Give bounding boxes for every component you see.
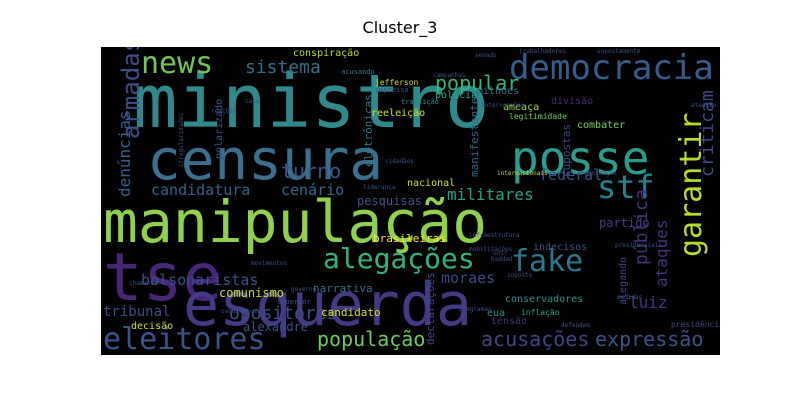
word-sistema: sistema	[245, 57, 321, 78]
word-conspiracao: conspiração	[293, 48, 360, 59]
word-irregularidades: irregularidades	[178, 112, 185, 167]
word-eleitores: eleitores	[103, 322, 266, 355]
word-tensao: tensão	[491, 316, 528, 327]
word-conservadores: conservadores	[505, 294, 584, 305]
word-lideranca: liderança	[363, 184, 396, 191]
word-luiz: luiz	[629, 293, 668, 312]
word-opositores: opositores	[229, 303, 338, 324]
word-campanhas: campanhas	[433, 72, 466, 79]
word-unir: unir	[493, 250, 508, 257]
word-mobilizacoes: mobilizações	[469, 246, 513, 253]
word-democracia: democracia	[509, 48, 714, 88]
word-narrativa: narrativa	[313, 282, 373, 295]
word-inflacao: inflação	[521, 308, 560, 317]
word-cloud: ministro censura manipulação tse esquerd…	[101, 47, 720, 355]
word-pesquisas: pesquisas	[357, 194, 423, 208]
word-turno: turno	[281, 159, 342, 183]
word-esquerda: esquerda	[183, 270, 472, 340]
word-infraestrutura: infraestrutura	[469, 232, 520, 239]
word-transicao: transição	[401, 98, 439, 106]
word-manifestantes: manifestantes	[468, 90, 481, 177]
word-suposto: suposto	[507, 272, 533, 279]
word-haddad: haddad	[491, 256, 513, 263]
word-impressa: impressa	[375, 86, 409, 94]
word-candidatos: candidatos	[221, 308, 258, 315]
word-senado: senado	[475, 52, 497, 59]
word-ataques: ataques	[652, 219, 671, 287]
word-supostamente: supostamente	[597, 48, 641, 55]
word-nacional: nacional	[407, 178, 456, 189]
word-alegacoes: alegações	[323, 242, 475, 275]
word-caso: caso	[245, 98, 260, 105]
word-cidadaos: cidadãos	[385, 158, 414, 165]
word-posse: posse	[511, 131, 650, 185]
word-acusando: acusando	[341, 68, 375, 76]
word-news: news	[141, 47, 214, 81]
word-divisao: divisão	[551, 96, 594, 107]
word-manipulacao: manipulação	[103, 188, 488, 256]
word-alexandre: alexandre	[243, 320, 309, 334]
word-bolsonaristas: bolsonaristas	[141, 271, 259, 289]
figure-title: Cluster_3	[362, 18, 438, 37]
word-populacao: população	[317, 327, 426, 351]
word-policia: polícia	[435, 90, 478, 101]
word-moraes: moraes	[441, 269, 496, 287]
word-superior: superior	[277, 298, 311, 306]
word-acusacoes: acusações	[481, 327, 590, 351]
word-candidatura: candidatura	[151, 181, 251, 199]
word-combater: combater	[577, 120, 626, 131]
word-cenario: cenário	[281, 181, 345, 199]
word-popular: popular	[435, 71, 520, 95]
word-movimentos: movimentos	[251, 260, 288, 267]
word-brasileiras: brasileiras	[373, 232, 446, 245]
word-jefferson: jefferson	[375, 78, 419, 87]
word-federal: federal	[539, 166, 603, 184]
word-censura: censura	[147, 128, 384, 193]
word-milhoes: milhões	[477, 86, 520, 97]
word-chamando: chamando	[129, 280, 158, 287]
word-candidato: candidato	[321, 306, 381, 319]
word-programas: programas	[459, 306, 492, 313]
word-atencao: atenção	[691, 102, 717, 109]
word-intervencoes: intervenções	[481, 102, 525, 109]
word-partido: partido	[599, 216, 650, 230]
word-indecisos: indecisos	[533, 242, 588, 253]
word-denuncias: denúncias	[115, 110, 134, 197]
word-tribunal: tribunal	[103, 304, 171, 320]
word-declaracoes: declarações	[424, 272, 437, 345]
word-decisao: decisão	[131, 321, 174, 332]
word-fake: fake	[511, 244, 584, 279]
word-supostas: supostas	[560, 124, 573, 177]
word-militares: militares	[447, 185, 534, 204]
word-stf: stf	[597, 168, 655, 206]
word-comunismo: comunismo	[219, 286, 285, 300]
word-internacionais: internacionais	[497, 170, 548, 177]
word-presidenciais: presidenciais	[615, 242, 662, 249]
word-eua: eua	[487, 308, 506, 319]
word-defendem: defendem	[561, 322, 590, 329]
word-medidas: medidas	[617, 294, 643, 301]
word-tse: tse	[103, 239, 223, 316]
word-presidencia: presidência	[671, 320, 720, 329]
word-reeleicao: reeleição	[371, 108, 426, 119]
word-organizacao: organização	[577, 170, 617, 177]
word-legitimidade: legitimidade	[509, 112, 567, 121]
word-eletronicas: eletrônicas	[362, 94, 375, 167]
word-reacoes: reações	[211, 108, 237, 115]
word-ameaca: ameaça	[503, 102, 540, 113]
word-trabalhadores: trabalhadores	[519, 48, 566, 55]
word-expressao: expressão	[595, 327, 704, 351]
word-governo: governo	[291, 286, 317, 293]
word-ministro: ministro	[133, 59, 490, 145]
